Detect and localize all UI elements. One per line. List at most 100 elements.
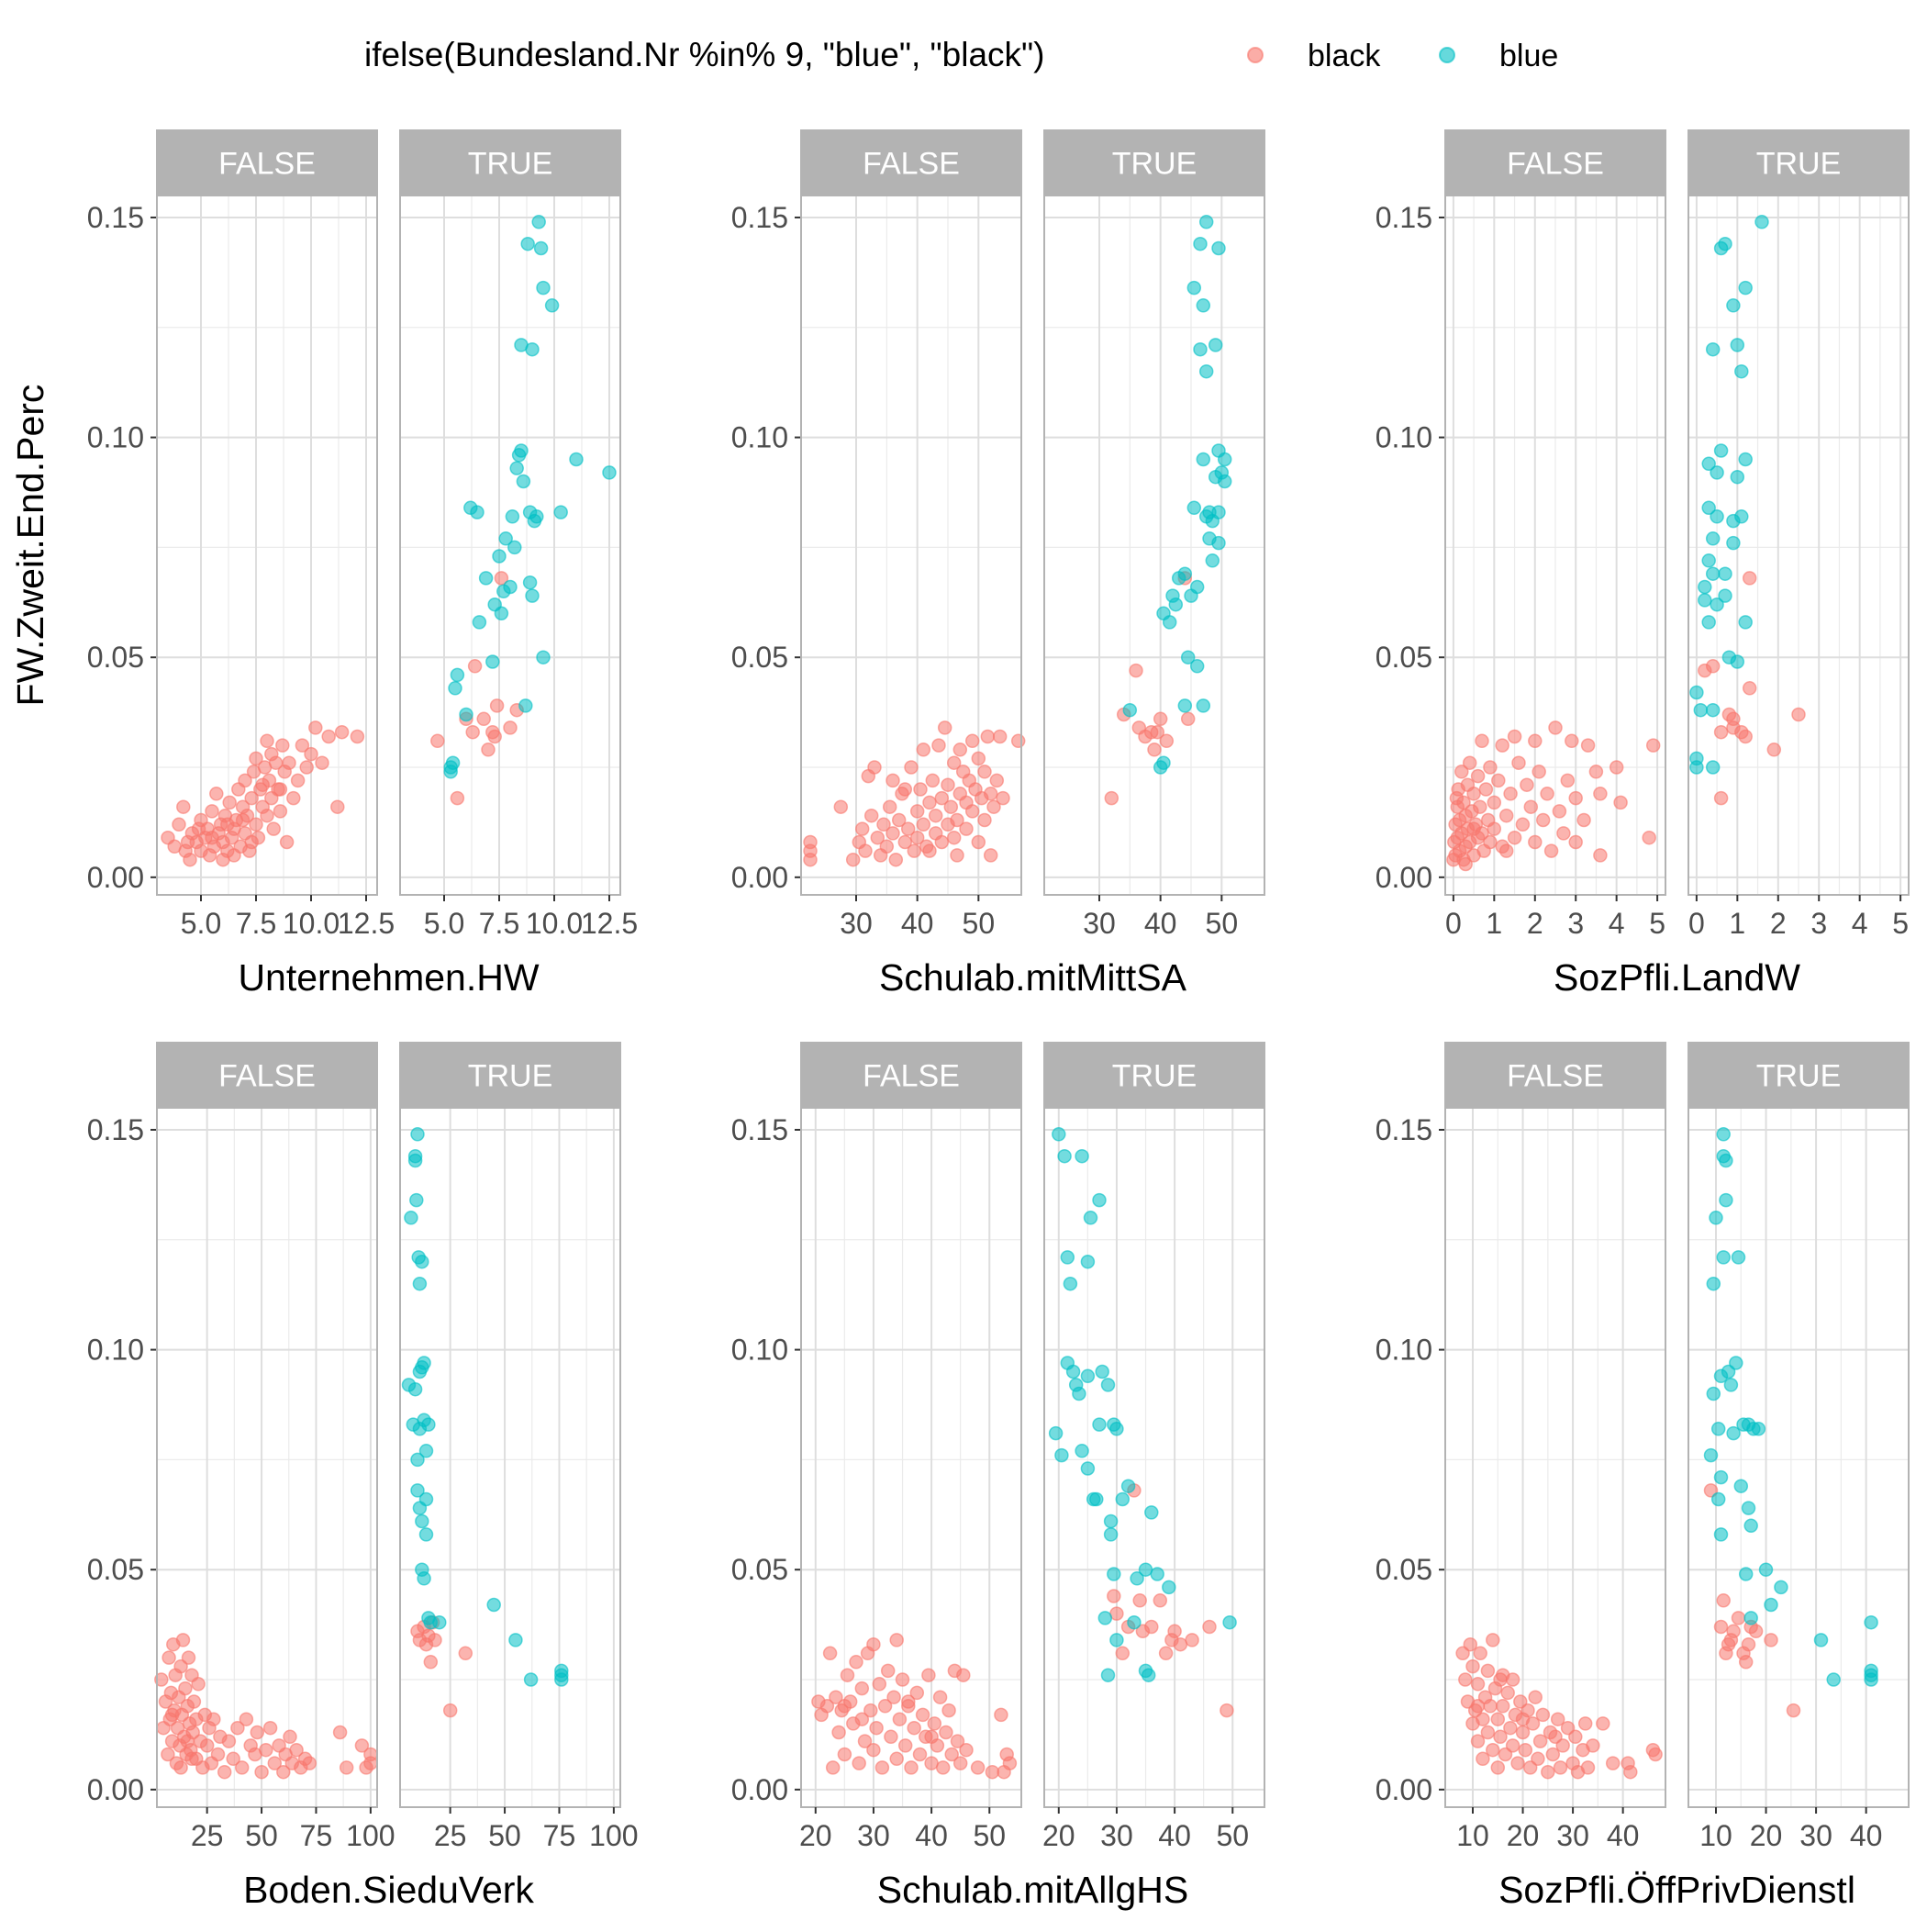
data-point-blue (1733, 1479, 1749, 1493)
data-point-black (423, 1655, 439, 1670)
y-tick-label: 0.00 (1376, 1773, 1432, 1806)
data-point-blue (1130, 1571, 1144, 1586)
data-point-black (1493, 1672, 1508, 1687)
data-point-black (934, 790, 950, 806)
data-point-blue (1693, 702, 1709, 718)
data-point-black (1202, 1619, 1217, 1635)
y-tick-label: 0.05 (87, 641, 144, 674)
data-point-black (1104, 790, 1119, 806)
y-tick-label: 0.05 (1376, 641, 1432, 674)
data-point-blue (529, 509, 544, 524)
data-point-black (304, 746, 318, 762)
data-point-black (315, 755, 329, 770)
y-tick-label: 0.05 (1376, 1553, 1432, 1586)
data-point-black (825, 1760, 841, 1775)
data-point-black (858, 843, 873, 858)
data-point-black (886, 773, 900, 788)
data-point-black (230, 1720, 245, 1736)
data-point-black (1543, 843, 1559, 858)
chart-4: 0.00 0.05 0.10 0.15 FALSE 25 50 75 100 TRUE 25 50 75… (87, 1042, 639, 1911)
x-tick-label: 30 (857, 1819, 890, 1852)
y-tick-label: 0.05 (731, 641, 788, 674)
data-point-black (430, 733, 445, 749)
facet-strip (1444, 1042, 1666, 1109)
data-point-black (912, 1747, 928, 1762)
data-point-black (1487, 795, 1502, 810)
data-point-blue (1705, 760, 1721, 775)
data-point-black (1480, 1663, 1496, 1679)
data-point-black (1503, 1720, 1518, 1736)
data-point-blue (525, 588, 540, 603)
data-point-black (884, 1729, 898, 1745)
data-point-blue (1180, 650, 1196, 664)
data-point-blue (518, 698, 533, 713)
data-point-blue (569, 452, 584, 467)
facet-strip-label: FALSE (218, 1059, 316, 1094)
data-point-black (1535, 812, 1551, 828)
data-point-black (249, 751, 263, 766)
data-point-blue (1120, 1479, 1136, 1493)
data-point-blue (1109, 1422, 1124, 1436)
data-point-black (1180, 711, 1196, 727)
x-tick-label: 5 (1892, 907, 1909, 940)
y-tick-label: 0.10 (731, 421, 788, 454)
data-point-blue (1864, 1614, 1878, 1630)
data-point-black (907, 843, 922, 858)
data-point-blue (1211, 535, 1226, 551)
data-point-blue (544, 298, 560, 313)
data-point-blue (485, 654, 500, 669)
facet-strip (399, 1042, 621, 1109)
x-tick-label: 20 (1507, 1819, 1540, 1852)
panel-false: FALSE 30 40 50 (800, 129, 1026, 940)
y-axis-title: FW.Zweit.End.Perc (9, 385, 51, 707)
data-point-blue (1706, 1276, 1721, 1291)
panel-true: TRUE 20 30 40 50 (1042, 1042, 1265, 1852)
data-point-black (1713, 724, 1729, 740)
data-point-blue (508, 1633, 523, 1647)
data-point-blue (470, 505, 485, 519)
data-point-black (339, 1760, 354, 1775)
panel-background (157, 1108, 377, 1807)
data-point-black (276, 1764, 291, 1780)
x-tick-label: 1 (1486, 907, 1502, 940)
data-point-blue (1730, 338, 1745, 352)
data-point-black (964, 733, 980, 749)
data-point-black (867, 760, 882, 775)
data-point-blue (1189, 659, 1205, 674)
data-point-blue (1205, 513, 1220, 529)
data-point-black (226, 1751, 240, 1767)
data-point-blue (1705, 566, 1721, 581)
panel-background (400, 1108, 620, 1807)
data-point-black (290, 773, 306, 788)
data-point-blue (1083, 1211, 1098, 1225)
data-point-blue (1726, 535, 1741, 551)
data-point-blue (1730, 654, 1745, 669)
y-tick-label: 0.00 (87, 861, 144, 894)
legend-label-blue: blue (1499, 39, 1558, 73)
data-point-black (487, 729, 502, 744)
data-point-blue (525, 341, 540, 357)
data-point-black (1483, 760, 1498, 775)
data-point-blue (417, 1356, 431, 1370)
chart-6: 0.00 0.05 0.10 0.15 FALSE 10 20 30 40 TRUE 10 20 30 4… (1376, 1042, 1910, 1911)
data-point-black (931, 738, 946, 753)
data-point-blue (1189, 579, 1205, 595)
x-axis-title: SozPfli.LandW (1554, 956, 1800, 999)
data-point-black (210, 1747, 226, 1762)
data-point-black (857, 1734, 873, 1748)
data-point-blue (1168, 597, 1184, 612)
data-point-black (904, 1760, 919, 1775)
data-point-black (1507, 830, 1522, 845)
data-point-black (869, 1720, 884, 1736)
data-point-blue (1217, 452, 1232, 467)
x-tick-label: 40 (915, 1819, 948, 1852)
data-point-black (831, 1725, 846, 1740)
data-point-black (983, 848, 998, 863)
data-point-black (1548, 1729, 1563, 1745)
data-point-black (907, 1720, 921, 1736)
x-tick-label: 1 (1729, 907, 1745, 940)
y-tick-label: 0.00 (87, 1773, 144, 1806)
data-point-blue (1097, 1611, 1113, 1625)
data-point-black (819, 1699, 835, 1714)
